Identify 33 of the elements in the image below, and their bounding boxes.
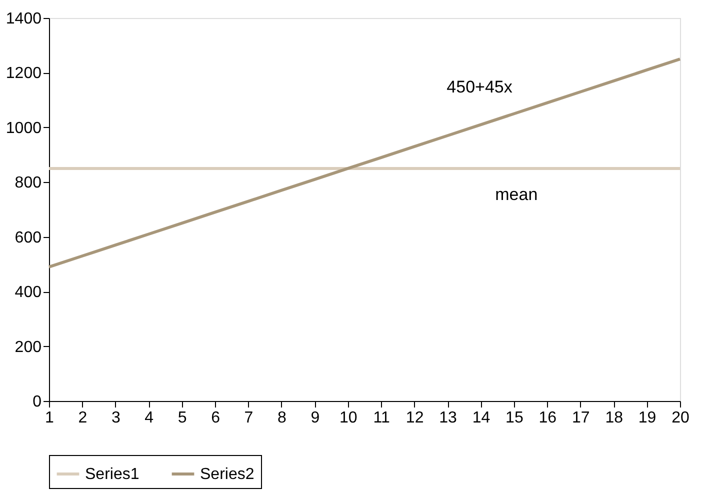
x-tick-label: 16 (538, 410, 557, 426)
x-tick-label: 7 (244, 410, 254, 426)
legend-label: Series1 (85, 466, 140, 483)
y-tick-label: 200 (14, 338, 42, 356)
x-tick-label: 20 (672, 410, 690, 426)
annotation: mean (495, 185, 538, 204)
x-tick-label: 3 (111, 410, 120, 426)
x-tick-label: 11 (373, 410, 390, 426)
x-tick-label: 9 (310, 410, 320, 426)
y-tick-label: 1200 (6, 65, 42, 82)
x-tick-label: 2 (78, 410, 88, 426)
x-tick-label: 14 (472, 410, 490, 426)
legend-label: Series2 (200, 466, 254, 483)
x-tick-label: 15 (506, 410, 524, 426)
x-tick-label: 19 (638, 410, 656, 426)
y-tick-label: 0 (32, 394, 42, 410)
x-tick-label: 17 (572, 410, 590, 426)
x-tick-label: 4 (144, 410, 154, 426)
x-tick-label: 10 (339, 410, 358, 426)
x-tick-label: 1 (45, 410, 54, 426)
x-tick-label: 5 (178, 410, 187, 426)
y-tick-label: 600 (14, 229, 42, 246)
x-tick-label: 18 (605, 410, 624, 426)
y-tick-label: 1000 (6, 120, 42, 137)
x-tick-label: 13 (439, 410, 458, 426)
x-tick-label: 8 (278, 410, 287, 426)
annotation: 450+45x (446, 77, 513, 96)
x-tick-label: 6 (211, 410, 220, 426)
line-series (48, 58, 682, 268)
y-tick-label: 400 (14, 284, 42, 302)
y-tick-label: 800 (14, 174, 42, 192)
y-tick-label: 1400 (6, 10, 42, 28)
x-tick-label: 12 (406, 410, 424, 426)
